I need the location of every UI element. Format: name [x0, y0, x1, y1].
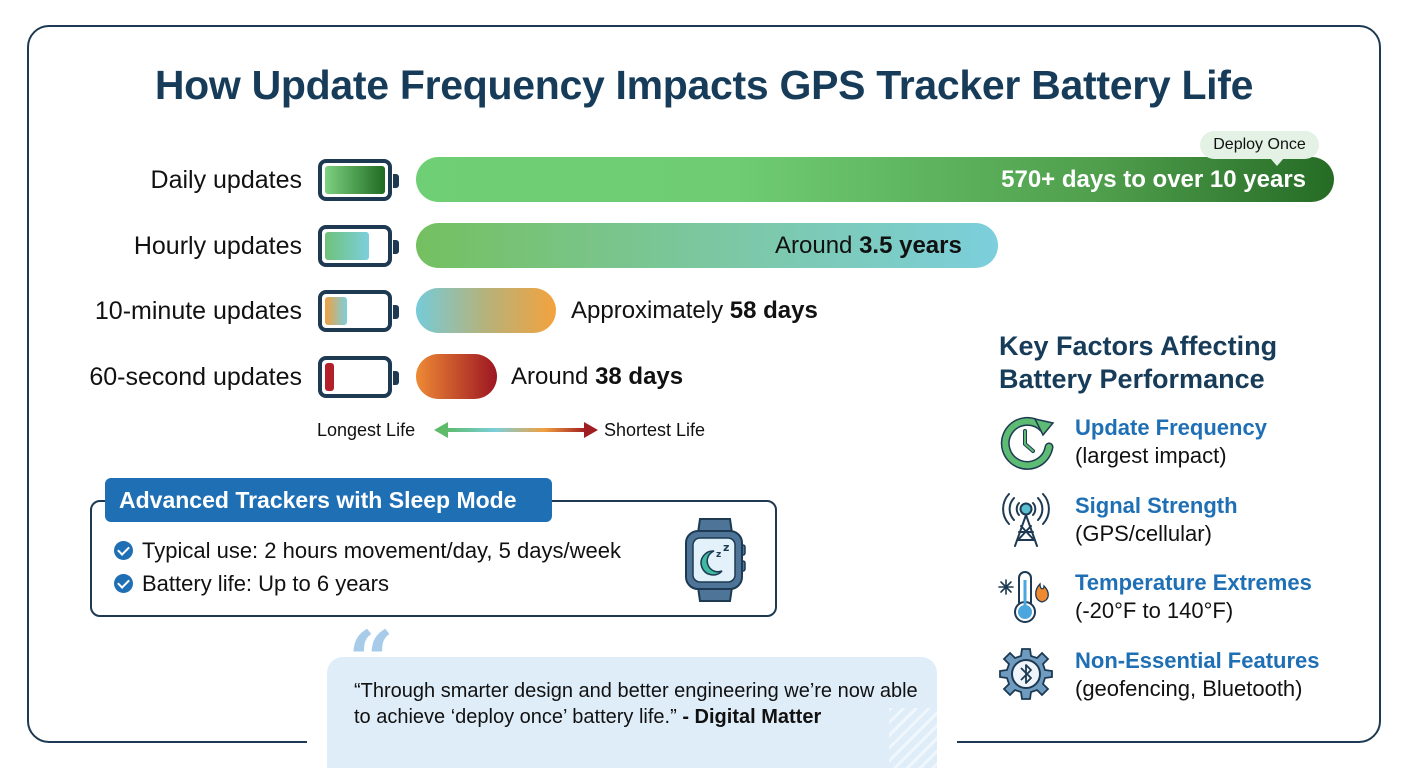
bar-hourly — [416, 223, 998, 268]
thermometer-icon — [998, 571, 1049, 623]
key-factors-title: Key Factors Affecting Battery Performance — [999, 331, 1278, 394]
bar-value-60-second: Around 38 days — [511, 363, 684, 390]
battery-high-icon — [318, 225, 399, 267]
legend-shortest-life: Shortest Life — [604, 420, 706, 440]
quote-mark-icon: “ — [348, 613, 395, 707]
sleep-mode-item: Typical use: 2 hours movement/day, 5 day… — [114, 537, 621, 565]
key-factor-update-frequency: Update Frequency (largest impact) — [1075, 415, 1267, 468]
row-label-10-minute: 10-minute updates — [94, 297, 302, 325]
bar-60-second — [416, 354, 497, 399]
battery-critical-icon — [318, 356, 399, 398]
clock-refresh-icon — [1000, 416, 1055, 470]
row-label-hourly: Hourly updates — [133, 232, 302, 260]
bluetooth-gear-icon — [999, 648, 1053, 700]
sleep-mode-title: Advanced Trackers with Sleep Mode — [105, 478, 552, 522]
bar-value-hourly: Around 3.5 years — [775, 232, 962, 259]
battery-full-icon — [318, 159, 399, 201]
key-factor-non-essential-features: Non-Essential Features (geofencing, Blue… — [1075, 648, 1320, 701]
stripe-decoration — [889, 708, 937, 768]
bar-value-10-minute: Approximately 58 days — [571, 297, 818, 324]
row-label-60-second: 60-second updates — [89, 363, 302, 391]
bar-10-minute — [416, 288, 556, 333]
smartwatch-sleep-icon: z z — [685, 518, 746, 602]
legend-longest-life: Longest Life — [317, 420, 416, 440]
bar-value-daily: 570+ days to over 10 years — [1001, 166, 1306, 193]
quote-panel — [327, 657, 937, 768]
bar-daily — [416, 157, 1334, 202]
check-circle-icon — [114, 541, 133, 560]
deploy-once-badge: Deploy Once — [1200, 131, 1319, 166]
row-label-daily: Daily updates — [150, 166, 302, 194]
key-factor-signal-strength: Signal Strength (GPS/cellular) — [1075, 493, 1238, 546]
check-circle-icon — [114, 574, 133, 593]
svg-text:z: z — [716, 550, 721, 560]
sleep-mode-item: Battery life: Up to 6 years — [114, 570, 389, 598]
page-title: How Update Frequency Impacts GPS Tracker… — [154, 62, 1254, 108]
double-arrow-icon — [434, 422, 598, 438]
key-factor-temperature: Temperature Extremes (-20°F to 140°F) — [1075, 570, 1312, 623]
battery-low-icon — [318, 290, 399, 332]
signal-tower-icon — [1002, 493, 1050, 547]
svg-text:z: z — [723, 541, 729, 554]
quote-text: “Through smarter design and better engin… — [354, 680, 918, 728]
